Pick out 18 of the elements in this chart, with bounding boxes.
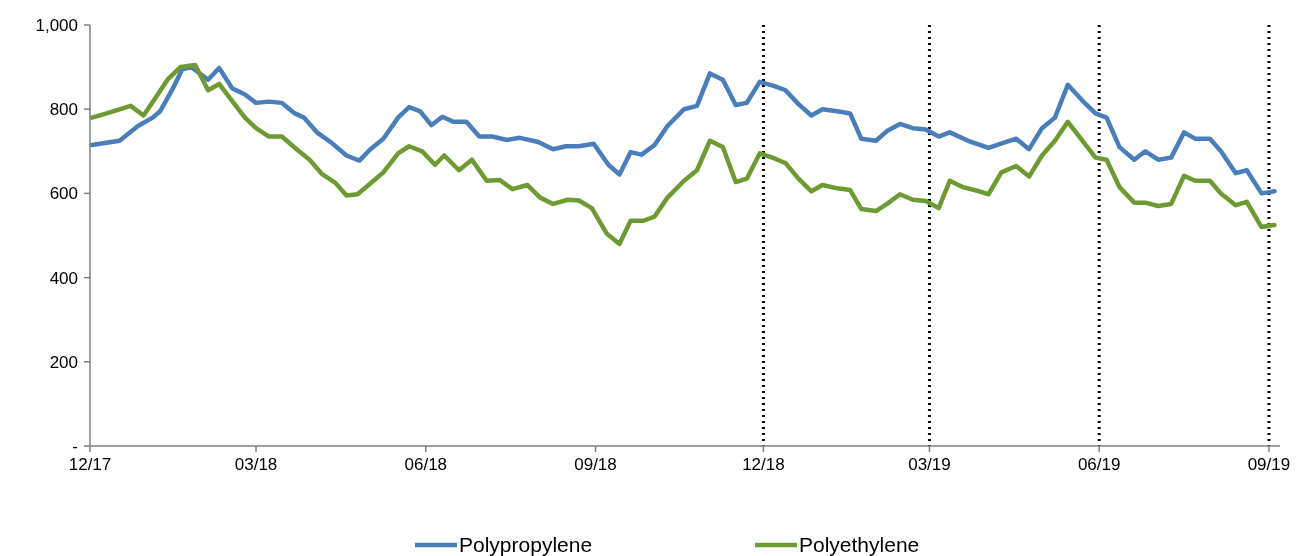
y-tick-label: - — [72, 436, 78, 456]
x-tick-label: 06/19 — [1077, 455, 1121, 474]
x-tick-label: 09/19 — [1247, 455, 1291, 474]
x-tick-label: 03/19 — [908, 455, 951, 474]
x-tick-label: 06/18 — [404, 455, 448, 474]
x-tick-label: 12/18 — [742, 455, 785, 474]
y-tick-label: 600 — [49, 184, 78, 204]
y-tick-label: 1,000 — [35, 15, 78, 35]
legend-label: Polyethylene — [799, 533, 920, 556]
x-tick-label: 03/18 — [234, 455, 278, 474]
y-tick-label: 200 — [49, 352, 78, 372]
x-tick-label: 09/18 — [574, 455, 617, 474]
y-tick-label: 800 — [49, 100, 78, 120]
y-tick-label: 400 — [49, 268, 78, 288]
x-tick-label: 12/17 — [68, 455, 112, 474]
legend-label: Polypropylene — [459, 533, 593, 556]
line-series — [89, 64, 1277, 196]
line-series — [89, 62, 1277, 247]
